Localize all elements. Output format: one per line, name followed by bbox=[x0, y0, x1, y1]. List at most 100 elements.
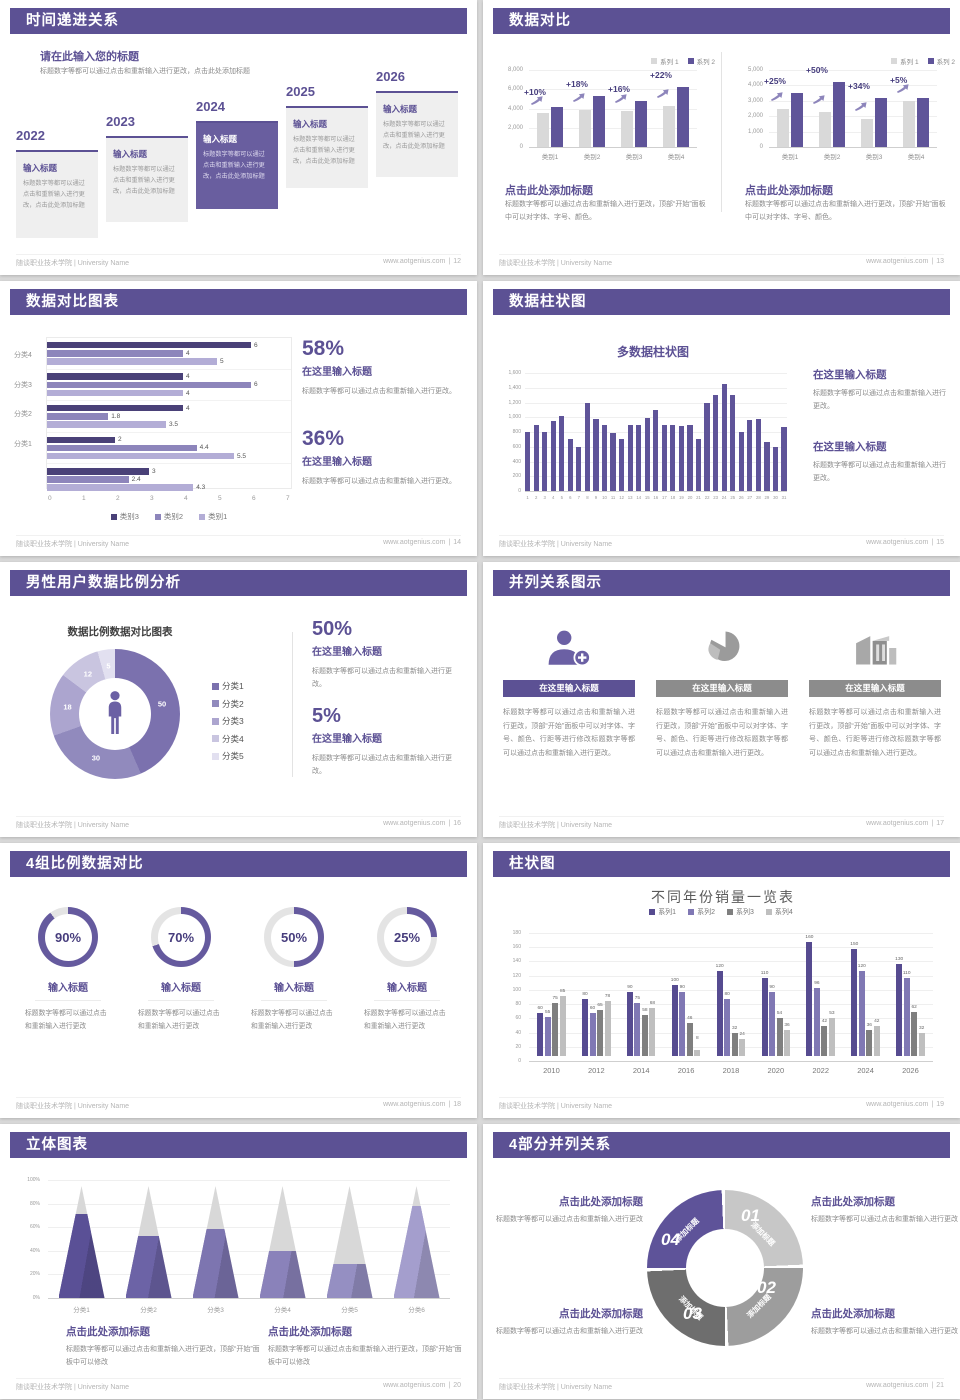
slice-value-label: 18 bbox=[63, 702, 72, 712]
gridline bbox=[529, 147, 697, 148]
ring-column[interactable]: 25% 输入标题 标题数字等都可以通过点击和重新输入进行更改 bbox=[361, 907, 453, 1033]
block-heading: 点击此处添加标题 bbox=[66, 1326, 150, 1338]
cone bbox=[125, 1186, 172, 1298]
h-bar bbox=[47, 373, 183, 380]
legend-item: 类别2 bbox=[154, 511, 183, 522]
timeline-year: 2022 bbox=[16, 128, 45, 143]
bar-row: 3.5 bbox=[47, 421, 291, 429]
x-axis-tick: 2016 bbox=[677, 1066, 695, 1075]
slide-footer: 随谈职业技术学院 | University Name www.aotgenius… bbox=[499, 1097, 944, 1111]
bar-group: 100 90 46 8 bbox=[670, 933, 701, 1061]
slide-title-bar: 数据柱状图 bbox=[493, 289, 950, 315]
column-bar bbox=[601, 424, 608, 491]
x-axis-tick: 20 bbox=[687, 495, 693, 500]
horizontal-bar-chart: 6 4 5 4 6 4 4 1.8 3.5 2 4.4 5.5 3 2.4 4.3 分类4 分类3 分类2 分类1 0… bbox=[12, 333, 297, 533]
bar-value-label: 100 bbox=[670, 977, 679, 983]
slide-quad[interactable]: 4部分并列关系 01 添加标题 02 添加标题 03 添加标题 04 添加标题 点击此处添加标… bbox=[483, 1124, 960, 1399]
person-add-icon bbox=[548, 630, 591, 667]
ring-column[interactable]: 50% 输入标题 标题数字等都可以通过点击和重新输入进行更改 bbox=[248, 907, 340, 1033]
bar-row: 5 bbox=[47, 357, 291, 365]
gridline bbox=[529, 947, 933, 949]
slide-title-bar: 男性用户数据比例分析 bbox=[10, 570, 467, 596]
bar-wrap: 53 bbox=[828, 1011, 835, 1061]
bar-wrap: 120 bbox=[858, 964, 866, 1061]
y-axis-tick: 40% bbox=[29, 1247, 40, 1254]
timeline-card[interactable]: 2025 输入标题 标题数字等都可以通过点击和重新输入进行更改，点击此处添加标题 bbox=[286, 84, 368, 188]
timeline-card[interactable]: 2024 输入标题 标题数字等都可以通过点击和重新输入进行更改，点击此处添加标题 bbox=[196, 99, 278, 209]
x-axis-tick: 13 bbox=[627, 495, 633, 500]
bar-group: +34% 类别3 bbox=[848, 70, 894, 161]
column-bar bbox=[533, 424, 539, 491]
timeline-card[interactable]: 2026 输入标题 标题数字等都可以通过点击和重新输入进行更改，点击此处添加标题 bbox=[376, 69, 458, 177]
y-axis-tick: 1,000 bbox=[747, 128, 763, 135]
bar-groups: 60 55 75 85 80 60 65 78 90 75 58 68 100 90 46 8 120 80 32 2… bbox=[529, 933, 933, 1061]
slice-value-label: 5 bbox=[106, 661, 111, 671]
footer-university: 随谈职业技术学院 | University Name bbox=[16, 822, 130, 829]
x-axis-label: 类别4 bbox=[667, 154, 685, 161]
bar-wrap: 150 bbox=[850, 942, 858, 1061]
y-axis-tick: 0 bbox=[759, 144, 763, 150]
triple-column[interactable]: 在这里输入标题 标题数字等都可以通过点击和重新输入进行更改，顶部“开始”面板中可以… bbox=[503, 622, 635, 761]
triple-body: 标题数字等都可以通过点击和重新输入进行更改，顶部“开始”面板中可以对字体、字号、… bbox=[503, 709, 635, 757]
legend-swatch bbox=[212, 682, 219, 690]
bar-wrap: 62 bbox=[911, 1005, 918, 1061]
chart-legend: 类别3 类别2 类别1 bbox=[46, 511, 292, 522]
slide-compare[interactable]: 数据对比 系列 1 系列 2 8,000 6,000 4,000 2,000 0 +10% 类别… bbox=[483, 0, 960, 275]
growth-arrow bbox=[656, 85, 669, 103]
slide-donut[interactable]: 男性用户数据比例分析 数据比例数据对比图表 50 30 18 12 5 分类1 分类2 分类3… bbox=[0, 562, 477, 837]
growth-arrow-icon bbox=[855, 102, 867, 112]
slide-rings[interactable]: 4组比例数据对比 90% 输入标题 标题数字等都可以通过点击和重新输入进行更改 70%… bbox=[0, 843, 477, 1118]
ring-column[interactable]: 70% 输入标题 标题数字等都可以通过点击和重新输入进行更改 bbox=[135, 907, 227, 1033]
footer-sep: | bbox=[931, 1101, 934, 1108]
timeline-card[interactable]: 2022 输入标题 标题数字等都可以通过点击和重新输入进行更改，点击此处添加标题 bbox=[16, 128, 98, 238]
bar-value-label: 62 bbox=[911, 1004, 917, 1010]
y-axis-tick: 120 bbox=[512, 972, 521, 979]
slide-title: 数据对比 bbox=[509, 13, 571, 29]
slide-hbar[interactable]: 数据对比图表 6 4 5 4 6 4 4 1.8 3.5 2 4.4 5.5 3 2.4 4.3 分类4 分类3… bbox=[0, 281, 477, 556]
x-axis-tick: 2026 bbox=[902, 1066, 919, 1075]
x-axis-tick: 15 bbox=[644, 495, 650, 500]
x-axis-tick: 7 bbox=[286, 495, 290, 502]
bar-wrap: 42 bbox=[873, 1019, 880, 1061]
grouped-bar bbox=[634, 1002, 641, 1056]
y-axis-tick: 0 bbox=[519, 144, 523, 150]
timeline-card[interactable]: 2023 输入标题 标题数字等都可以通过点击和重新输入进行更改，点击此处添加标题 bbox=[106, 114, 188, 222]
slide-triples[interactable]: 并列关系图示 在这里输入标题 标题数字等都可以通过点击和重新输入进行更改，顶部“开… bbox=[483, 562, 960, 837]
footer-site: www.aotgenius.com bbox=[383, 820, 446, 827]
ring-column[interactable]: 90% 输入标题 标题数字等都可以通过点击和重新输入进行更改 bbox=[22, 907, 114, 1033]
slide-timeline[interactable]: 时间递进关系 请在此输入您的标题 标题数字等都可以通过点击和重新输入进行更改，点… bbox=[0, 0, 477, 275]
ring-body: 标题数字等都可以通过点击和重新输入进行更改 bbox=[138, 1010, 220, 1030]
footer-university: 随谈职业技术学院 | University Name bbox=[499, 822, 613, 829]
progress-rings: 90% 输入标题 标题数字等都可以通过点击和重新输入进行更改 70% 输入标题 标题数字等… bbox=[0, 901, 477, 1091]
stat-body: 标题数字等都可以通过点击和重新输入进行更改。 bbox=[312, 755, 452, 775]
grouped-bar bbox=[761, 977, 768, 1056]
slide-cones[interactable]: 立体图表 100% 80% 60% 40% 20% 0% 分类1 分类2 分类3 分类4 分类5 分类… bbox=[0, 1124, 477, 1399]
footer-site: www.aotgenius.com bbox=[383, 539, 446, 546]
growth-arrow bbox=[770, 88, 783, 106]
bar-wrap: 96 bbox=[813, 981, 820, 1061]
slide-multicol[interactable]: 数据柱状图 多数据柱状图 1,600 1,400 1,200 1,000 800 600 4… bbox=[483, 281, 960, 556]
bar-series1 bbox=[819, 111, 831, 147]
slide-grouped[interactable]: 柱状图 不同年份销量一览表 系列1 系列2 系列3 系列4 180 160 140 120 10… bbox=[483, 843, 960, 1118]
comparison-chart-left: 系列 1 系列 2 8,000 6,000 4,000 2,000 0 +10% 类别1 +18%… bbox=[495, 56, 719, 176]
bar-series2 bbox=[551, 106, 563, 147]
h-bar bbox=[47, 452, 234, 460]
bar-series2 bbox=[917, 97, 929, 147]
growth-arrow-icon bbox=[897, 84, 909, 93]
legend-item: 类别1 bbox=[199, 511, 227, 522]
column-bar bbox=[755, 419, 761, 491]
multi-column-chart: 1,600 1,400 1,200 1,000 800 600 400 200 0 1 2 3 4 5 6 7… bbox=[495, 369, 795, 519]
footer-sep: | bbox=[931, 539, 934, 546]
bar-value-label: 68 bbox=[649, 1000, 656, 1006]
triple-column[interactable]: 在这里输入标题 标题数字等都可以通过点击和重新输入进行更改，顶部“开始”面板中可以… bbox=[809, 622, 941, 761]
footer-page: 14 bbox=[453, 539, 461, 546]
bar-wrap: 24 bbox=[739, 1032, 746, 1061]
footer-sep: | bbox=[931, 1382, 934, 1389]
divider bbox=[261, 1000, 327, 1001]
bar-value-label: 85 bbox=[560, 988, 566, 994]
segment-number: 04 bbox=[661, 1230, 680, 1249]
timeline-year: 2024 bbox=[196, 99, 225, 114]
x-axis-tick: 1 bbox=[526, 495, 529, 500]
triple-column[interactable]: 在这里输入标题 标题数字等都可以通过点击和重新输入进行更改，顶部“开始”面板中可以… bbox=[656, 622, 788, 761]
y-axis-tick: 2,000 bbox=[747, 113, 763, 120]
